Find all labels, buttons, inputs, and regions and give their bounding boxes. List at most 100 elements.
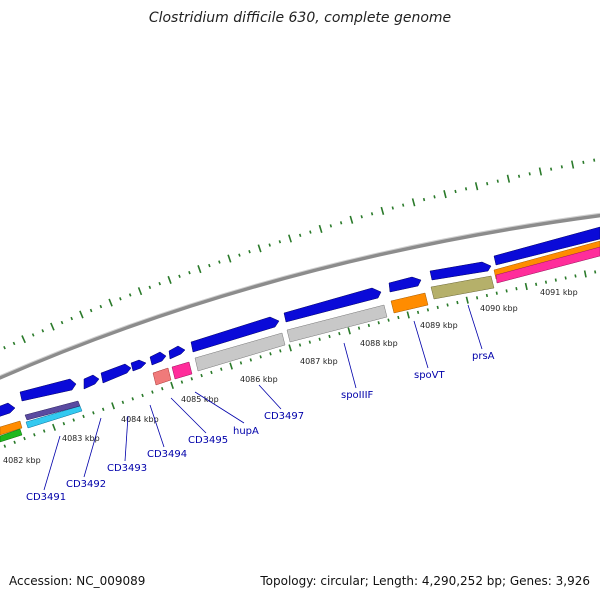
tick-mark <box>377 321 380 325</box>
tick-mark <box>367 323 371 328</box>
tick-mark <box>474 182 479 191</box>
tick-mark <box>360 215 363 219</box>
cds-arrow <box>100 363 132 384</box>
tick-mark <box>402 203 405 207</box>
accession-label: Accession: NC_009089 <box>9 574 146 588</box>
tick-mark <box>111 402 115 410</box>
tick-mark <box>131 397 134 401</box>
tick-mark <box>397 315 400 320</box>
tick-mark <box>456 300 459 305</box>
tick-mark <box>411 198 416 207</box>
kbp-label: 4090 kbp <box>480 304 518 313</box>
tick-mark <box>31 333 35 337</box>
cds-arrow <box>83 374 100 390</box>
genome-backbone <box>0 213 600 380</box>
tick-mark <box>269 352 272 356</box>
gene-leader-lines <box>43 304 483 491</box>
tick-mark <box>178 274 181 278</box>
leader-line <box>149 404 165 448</box>
tick-mark <box>170 381 174 389</box>
tick-mark <box>318 337 321 341</box>
leader-line <box>467 304 483 350</box>
tick-mark <box>496 179 499 183</box>
tick-mark <box>564 276 567 280</box>
tick-mark <box>137 287 143 296</box>
tick-mark <box>229 362 233 370</box>
tick-mark <box>475 296 479 300</box>
feature-track <box>0 240 600 443</box>
cds-arrow <box>429 261 492 281</box>
gene-label: hupA <box>233 426 259 437</box>
tick-mark <box>208 263 211 268</box>
genome-backbone-highlight <box>0 212 600 377</box>
tick-mark <box>298 343 302 347</box>
leader-line <box>194 391 245 424</box>
tick-mark <box>387 318 390 322</box>
tick-mark <box>13 440 16 445</box>
tick-mark <box>148 285 152 290</box>
tick-mark <box>505 289 508 293</box>
tick-mark <box>357 326 361 330</box>
tick-mark <box>82 414 85 419</box>
cyan-feature <box>25 405 83 429</box>
gray-feature <box>194 332 286 372</box>
tick-mark <box>52 423 57 431</box>
gene-label: CD3494 <box>147 449 187 460</box>
tick-mark <box>465 296 469 304</box>
tick-mark <box>288 234 292 243</box>
cds-arrow <box>130 359 147 372</box>
tick-mark <box>238 253 241 257</box>
page-title: Clostridium difficile 630, complete geno… <box>148 10 452 26</box>
tick-mark <box>33 433 36 437</box>
tick-mark <box>188 270 191 275</box>
tick-mark <box>119 297 122 301</box>
tick-mark <box>200 373 203 378</box>
tick-mark <box>426 308 430 312</box>
leader-line <box>83 417 102 478</box>
tick-mark <box>347 327 351 335</box>
tick-mark <box>99 304 103 309</box>
tick-mark <box>239 361 243 365</box>
leader-line <box>413 320 429 369</box>
tick-mark <box>248 250 251 254</box>
tick-mark <box>89 308 93 313</box>
tick-mark <box>158 281 161 286</box>
tick-mark <box>380 206 385 215</box>
cds-arrow <box>283 287 382 323</box>
tick-mark <box>101 407 105 411</box>
tick-mark <box>128 293 132 297</box>
salmon-feature <box>152 367 172 386</box>
tick-mark <box>141 393 144 398</box>
cds-arrow <box>0 402 16 417</box>
tick-mark <box>554 278 557 282</box>
orange-feature <box>390 292 429 314</box>
tick-mark <box>524 282 528 291</box>
tick-mark <box>443 190 447 199</box>
gene-label: prsA <box>472 351 495 362</box>
cds-arrow <box>149 351 167 366</box>
tick-mark <box>338 331 341 336</box>
tick-mark <box>560 165 563 169</box>
tick-mark <box>593 158 596 162</box>
tick-mark <box>339 221 343 225</box>
tick-mark <box>454 189 457 194</box>
leader-line <box>343 342 357 389</box>
leader-line <box>258 384 282 410</box>
tick-mark <box>190 377 194 381</box>
tick-mark <box>422 197 426 202</box>
tick-mark <box>406 311 410 319</box>
olive-feature <box>430 275 495 300</box>
leader-line <box>124 415 129 462</box>
tick-mark <box>79 310 84 319</box>
tick-mark <box>574 274 577 278</box>
tick-mark <box>23 436 26 441</box>
tick-mark <box>3 345 6 350</box>
kbp-label: 4088 kbp <box>360 339 398 348</box>
pink-feature <box>495 246 600 284</box>
gene-label: CD3493 <box>107 463 147 474</box>
tick-mark <box>227 254 232 263</box>
gene-label: CD3492 <box>66 479 106 490</box>
tick-mark <box>318 224 323 234</box>
tick-mark <box>436 305 439 310</box>
kbp-label: 4089 kbp <box>420 321 458 330</box>
